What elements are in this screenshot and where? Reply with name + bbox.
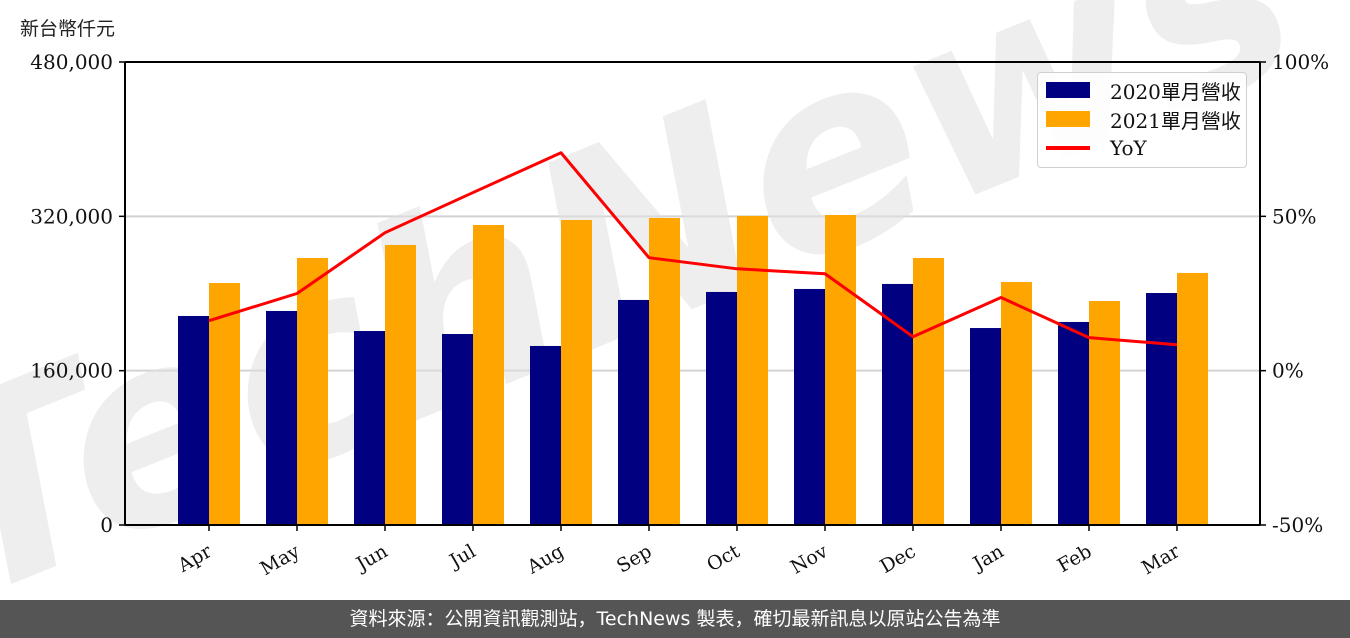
y2-tick-label: -50%: [1272, 513, 1323, 537]
x-tick-label: Feb: [1054, 540, 1096, 577]
legend-item-2021: 2021單月營收: [1046, 106, 1241, 133]
y-tick-label: 0: [100, 513, 113, 537]
legend-label-2020: 2020單月營收: [1110, 79, 1241, 104]
legend-swatch-2020: [1046, 82, 1090, 98]
legend-item-2020: 2020單月營收: [1046, 77, 1241, 104]
legend-swatch-2021: [1046, 111, 1090, 127]
bar-2020: [618, 299, 649, 525]
x-tick-label: Jun: [351, 540, 392, 576]
bar-2020: [706, 291, 737, 525]
x-tick-label: Dec: [876, 540, 919, 578]
bar-2020: [1058, 321, 1089, 525]
bar-2021: [913, 258, 944, 525]
bar-2021: [297, 258, 328, 525]
yoy-line: [208, 151, 1178, 347]
chart-area: 新台幣仟元 TechNewsAprMayJunJulAugSepOctNovDe…: [0, 0, 1335, 600]
bar-2021: [649, 217, 680, 525]
bar-2021: [473, 225, 504, 525]
y-tick-label: 480,000: [30, 50, 113, 74]
bar-2020: [354, 331, 385, 525]
source-footer: 資料來源：公開資訊觀測站，TechNews 製表，確切最新訊息以原站公告為準: [0, 600, 1350, 638]
x-tick-label: Mar: [1138, 540, 1184, 579]
y-tick-label: 160,000: [30, 359, 113, 383]
bar-2020: [882, 283, 913, 525]
y2-tick-label: 50%: [1272, 204, 1316, 228]
y2-tick-label: 100%: [1272, 50, 1329, 74]
bar-2021: [825, 214, 856, 525]
bar-2021: [385, 244, 416, 526]
y-axis-unit-label: 新台幣仟元: [20, 18, 116, 40]
legend: 2020單月營收 2021單月營收 YoY: [1037, 72, 1247, 168]
bar-2021: [1089, 301, 1120, 525]
bar-2020: [1146, 293, 1177, 525]
legend-label-2021: 2021單月營收: [1110, 108, 1241, 133]
bar-2020: [442, 334, 473, 525]
legend-label-yoy: YoY: [1110, 136, 1147, 160]
x-tick-label: Oct: [703, 540, 744, 576]
bar-2021: [737, 215, 768, 525]
bar-2020: [530, 345, 561, 525]
bar-2020: [794, 288, 825, 525]
y-tick-label: 320,000: [30, 204, 113, 228]
legend-item-yoy: YoY: [1046, 135, 1147, 161]
x-tick-label: Jan: [968, 540, 1008, 576]
legend-line-yoy: [1046, 146, 1090, 150]
bar-2020: [178, 315, 209, 525]
bar-2020: [266, 310, 297, 525]
x-tick-label: Jul: [444, 540, 479, 573]
bar-2021: [1001, 282, 1032, 525]
x-tick-label: Sep: [613, 540, 656, 577]
bar-2021: [209, 282, 240, 525]
x-tick-label: Aug: [523, 540, 568, 579]
bar-2020: [970, 328, 1001, 525]
revenue-yoy-chart: TechNewsAprMayJunJulAugSepOctNovDecJanFe…: [0, 0, 1335, 600]
x-tick-label: Nov: [787, 540, 832, 579]
bar-2021: [561, 219, 592, 525]
bar-2021: [1177, 272, 1208, 525]
y2-tick-label: 0%: [1272, 359, 1304, 383]
